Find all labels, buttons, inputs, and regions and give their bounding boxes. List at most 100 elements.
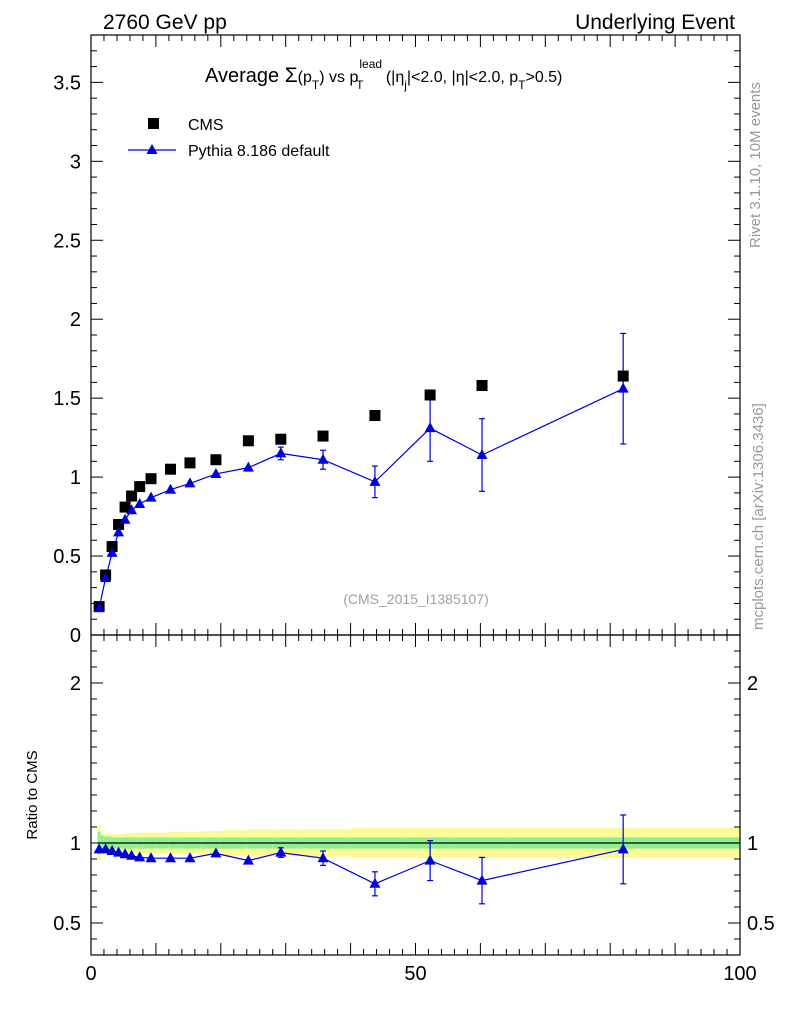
plot-title: Average Σ(pT) vs plead T (|ηj|<2.0, |η|<2… xyxy=(205,57,562,92)
cms-point xyxy=(242,435,254,447)
pythia-point xyxy=(369,475,381,486)
ratio-axis-ticks xyxy=(90,634,741,955)
pythia-ratio-point xyxy=(113,846,125,857)
analysis-id-label: (CMS_2015_I1385107) xyxy=(343,591,489,607)
cms-point xyxy=(369,410,381,422)
pythia-ratio-point xyxy=(242,854,254,865)
header-right-label: Underlying Event xyxy=(575,11,735,34)
pythia-ratio-point xyxy=(165,852,177,863)
cms-point xyxy=(119,501,131,513)
pythia-point xyxy=(126,504,138,515)
ratio-y-tick-labels-right: 0.5 1 2 xyxy=(747,673,775,935)
y-tick-label-ratio: 1 xyxy=(70,833,81,855)
title-cut1-sub: j xyxy=(403,78,407,92)
header-left-label: 2760 GeV pp xyxy=(103,11,227,34)
pythia-ratio-point xyxy=(184,852,196,863)
title-lead-sub: T xyxy=(356,78,364,92)
legend: CMS Pythia 8.186 default xyxy=(128,117,330,160)
pythia-line xyxy=(98,388,624,609)
title-cut1b: |<2.0, |η|<2.0, p xyxy=(407,69,518,86)
pythia-point xyxy=(476,449,488,459)
y-tick-label-main: 0 xyxy=(70,625,81,647)
pythia-ratio-point xyxy=(424,854,436,865)
main-axis-ticks xyxy=(90,34,741,636)
pythia-point xyxy=(424,422,436,433)
rivet-version-label: Rivet 3.1.10, 10M events xyxy=(747,82,764,248)
legend-pythia-label: Pythia 8.186 default xyxy=(188,143,330,160)
pythia-ratio-point xyxy=(134,851,146,862)
pythia-point xyxy=(317,453,329,464)
cms-point xyxy=(424,389,436,401)
title-sigma: Σ xyxy=(285,64,298,87)
cms-point xyxy=(165,463,177,475)
pythia-point xyxy=(113,526,125,537)
cms-point xyxy=(617,370,629,382)
pythia-ratio-point xyxy=(100,843,112,854)
title-pt-open: (p xyxy=(298,69,312,86)
pythia-point xyxy=(184,477,196,488)
pythia-point xyxy=(106,546,118,557)
y-tick-label-ratio: 2 xyxy=(70,673,81,695)
pythia-ratio-point xyxy=(126,849,138,860)
pythia-point xyxy=(119,513,131,524)
legend-cms-label: CMS xyxy=(188,117,224,134)
y-tick-label-main: 2 xyxy=(70,309,81,331)
pythia-ratio-point xyxy=(317,852,329,863)
x-tick-label: 50 xyxy=(404,963,426,985)
y-tick-label-main: 3.5 xyxy=(53,72,81,94)
y-tick-label-main: 3 xyxy=(70,151,81,173)
ratio-data-layer xyxy=(93,814,629,905)
ratio-y-tick-labels: 0.5 1 2 xyxy=(53,673,81,935)
ratio-axis-label: Ratio to CMS xyxy=(24,750,41,839)
cms-point xyxy=(106,541,118,553)
pythia-ratio-point xyxy=(145,852,157,863)
y-tick-label-ratio: 0.5 xyxy=(53,913,81,935)
pythia-point xyxy=(165,483,177,494)
pythia-point xyxy=(100,572,112,583)
ratio-plot-panel: 0.5 1 2 0.5 1 2 Ratio to CMS xyxy=(24,634,775,956)
pythia-point xyxy=(275,447,287,458)
title-lead-sup: lead xyxy=(359,57,382,71)
cms-point xyxy=(113,518,125,530)
main-plot-panel: 00.511.522.533.5 Average Σ(pT) vs plead T… xyxy=(53,34,741,647)
pythia-point xyxy=(242,461,254,472)
pythia-ratio-point xyxy=(106,845,118,855)
pythia-point xyxy=(145,491,157,502)
title-cut2-sub: T xyxy=(518,78,526,92)
y-tick-label-main: 0.5 xyxy=(53,546,81,568)
title-pt-sub: T xyxy=(312,78,320,92)
main-y-tick-labels: 0 0.5 1 1.5 2 2.5 3 3.5 xyxy=(53,72,81,647)
title-prefix: Average xyxy=(205,65,285,87)
y-tick-label-ratio-right: 2 xyxy=(747,673,758,695)
pythia-point xyxy=(210,467,222,478)
cms-point xyxy=(145,473,157,485)
title-cut1a: (|η xyxy=(381,69,404,86)
x-tick-labels: 0 50 100 xyxy=(85,963,756,985)
x-tick-label: 0 xyxy=(85,963,96,985)
pythia-ratio-point xyxy=(369,877,381,888)
cms-point xyxy=(275,433,287,445)
legend-cms-marker xyxy=(148,118,159,129)
y-tick-label-ratio-right: 1 xyxy=(747,833,758,855)
cms-point xyxy=(134,481,146,493)
title-vs: vs p xyxy=(325,69,359,86)
pythia-point xyxy=(93,602,105,613)
ratio-plot-frame xyxy=(90,634,741,956)
x-tick-label: 100 xyxy=(723,963,756,985)
y-tick-label-main: 2.5 xyxy=(53,230,81,252)
cms-point xyxy=(210,454,222,466)
pythia-ratio-point xyxy=(210,847,222,858)
y-tick-label-main: 1 xyxy=(70,467,81,489)
cms-point xyxy=(476,380,488,392)
mcplots-reference-label: mcplots.cern.ch [arXiv:1306.3436] xyxy=(750,403,767,630)
main-data-layer xyxy=(93,332,629,613)
pythia-ratio-point xyxy=(275,846,287,857)
legend-pythia-marker xyxy=(146,144,158,154)
pythia-ratio-point xyxy=(617,843,629,854)
pythia-point xyxy=(617,382,629,393)
pythia-point xyxy=(134,497,146,508)
y-tick-label-main: 1.5 xyxy=(53,388,81,410)
y-tick-label-ratio-right: 0.5 xyxy=(747,913,775,935)
cms-point xyxy=(184,457,196,469)
